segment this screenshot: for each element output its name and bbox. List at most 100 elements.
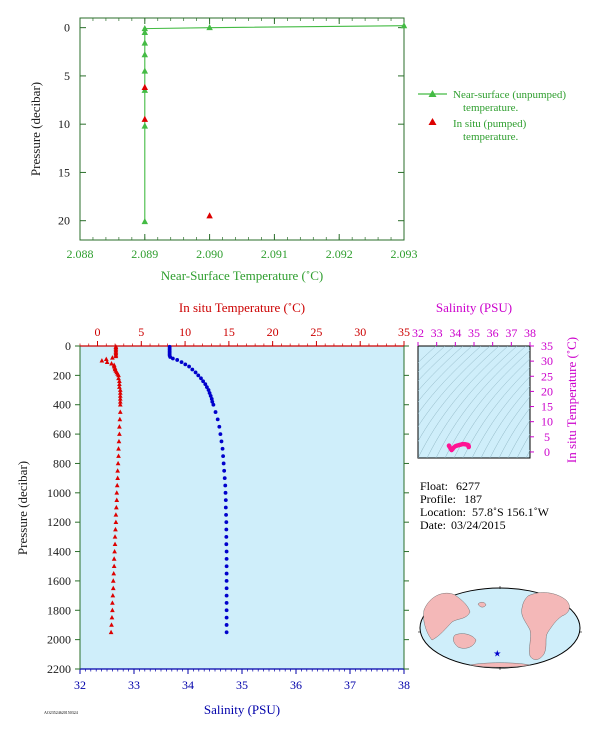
temperature-profile-point — [111, 556, 117, 561]
temperature-profile-point — [110, 355, 115, 360]
top-y-tick-label: 15 — [58, 165, 70, 179]
salinity-profile-point — [221, 454, 226, 459]
ts-salinity-tick-label: 37 — [505, 326, 517, 340]
unpumped-temperature-point — [141, 122, 149, 129]
temperature-profile-point — [111, 563, 117, 569]
temperature-profile-point — [117, 402, 123, 407]
density-contour — [418, 346, 509, 458]
density-contour — [418, 346, 437, 363]
salinity-profile-point — [210, 399, 215, 404]
density-contour — [426, 346, 518, 458]
temperature-profile-point — [117, 396, 123, 401]
pressure-profile-chart: 0 5 10 15 20 25 30 35 32 33 34 35 36 37 38 0 200 400 600… — [15, 300, 410, 717]
top-y-tick-label: 5 — [64, 69, 70, 83]
temperature-tick-label: 15 — [223, 325, 235, 339]
temperature-profile-point — [114, 490, 120, 495]
salinity-profile-point — [207, 391, 212, 395]
legend-unpumped-line2: temperature. — [463, 102, 519, 114]
temperature-profile-point — [112, 541, 118, 547]
top-plot-frame — [79, 17, 405, 241]
pressure-tick-label: 400 — [53, 398, 71, 412]
temperature-tick-label: 5 — [138, 325, 144, 339]
temperature-profile-point — [110, 600, 115, 605]
temperature-profile-point — [104, 359, 110, 364]
ts-temperature-tick-label: 25 — [541, 369, 553, 383]
density-contour — [516, 433, 530, 458]
temperature-tick-label: 0 — [95, 325, 101, 339]
pressure-tick-label: 1600 — [47, 574, 71, 588]
pumped-temperature-point — [206, 212, 213, 219]
salinity-profile-point — [224, 542, 229, 547]
date-label: Date: — [420, 518, 446, 532]
unpumped-temperature-point — [141, 218, 149, 225]
ts-salinity-tick-label: 38 — [524, 326, 536, 340]
salinity-profile-point — [190, 367, 195, 372]
temperature-profile-point — [116, 372, 121, 378]
legend-unpumped-line1: Near-surface (unpumped) — [453, 89, 566, 101]
temperature-tick-label: 20 — [267, 325, 279, 339]
temperature-profile-point — [110, 592, 116, 598]
ts-salinity-ticks: 32 33 34 35 36 37 38 — [412, 326, 536, 346]
density-contour — [444, 350, 530, 458]
unpumped-temperature-point — [400, 22, 408, 29]
float-location-marker: ★ — [493, 649, 501, 659]
temperature-profile-point — [113, 512, 119, 517]
salinity-profile-point — [224, 564, 229, 569]
temperature-profile-point — [109, 361, 114, 366]
density-contour — [507, 420, 530, 458]
salinity-profile-point — [222, 476, 227, 481]
salinity-tick-label: 32 — [74, 678, 86, 692]
pressure-tick-label: 1000 — [47, 486, 71, 500]
float-info: Float: 6277 Profile: 187 Location: 57.8˚… — [420, 479, 550, 532]
top-x-axis-label: Near-Surface Temperature (˚C) — [161, 268, 323, 283]
pressure-tick-label: 0 — [65, 339, 71, 353]
map-land-islands — [477, 602, 487, 608]
float-value: 6277 — [456, 479, 480, 493]
pressure-tick-label: 2200 — [47, 662, 71, 676]
density-contour — [418, 346, 446, 372]
salinity-profile-point — [193, 370, 198, 375]
temperature-profile-point — [114, 497, 120, 502]
ts-y-axis-label: In situ Temperature (˚C) — [564, 337, 579, 463]
salinity-profile-point — [199, 376, 203, 381]
temperature-profile-point — [116, 453, 121, 458]
salinity-axis-label: Salinity (PSU) — [204, 702, 280, 717]
temperature-profile-point — [117, 390, 123, 395]
salinity-profile-point — [218, 432, 223, 436]
legend-pumped-line2: temperature. — [463, 131, 519, 143]
temperature-tick-label: 10 — [179, 325, 191, 339]
top-x-tick-label: 2.091 — [261, 247, 288, 261]
ts-plot-frame — [417, 345, 531, 459]
temperature-profile-point — [116, 438, 122, 444]
salinity-profile-point — [221, 461, 226, 466]
salinity-profile-point — [201, 379, 206, 384]
ts-temperature-tick-label: 30 — [541, 354, 553, 368]
ts-series-group — [446, 441, 471, 453]
salinity-profile-point — [179, 360, 184, 365]
temperature-profile-point — [115, 475, 120, 480]
temperature-profile-point — [108, 629, 114, 635]
ts-temperature-tick-label: 15 — [541, 400, 553, 414]
ts-salinity-tick-label: 35 — [468, 326, 480, 340]
ts-salinity-tick-label: 36 — [487, 326, 499, 340]
salinity-profile-point — [224, 549, 229, 554]
salinity-profile-point — [206, 388, 211, 392]
salinity-profile-point — [224, 623, 229, 627]
top-x-tick-label: 2.092 — [326, 247, 353, 261]
temperature-profile-point — [109, 622, 114, 627]
salinity-profile-point — [224, 534, 229, 539]
temperature-profile-point — [112, 534, 118, 539]
ts-temperature-tick-label: 0 — [544, 445, 550, 459]
top-y-axis-label: Pressure (decibar) — [28, 82, 43, 176]
density-contour — [489, 396, 530, 458]
unpumped-temperature-point — [141, 67, 149, 74]
top-x-tick-label: 2.089 — [131, 247, 158, 261]
temperature-profile-point — [114, 482, 120, 488]
ts-temperature-tick-label: 20 — [541, 384, 553, 398]
temperature-profile-point — [117, 378, 122, 384]
pressure-axis-ticks: 0 200 400 600 800 1000 1200 1400 1600 1800 2000 220… — [47, 339, 409, 676]
temperature-profile-point — [117, 387, 123, 392]
